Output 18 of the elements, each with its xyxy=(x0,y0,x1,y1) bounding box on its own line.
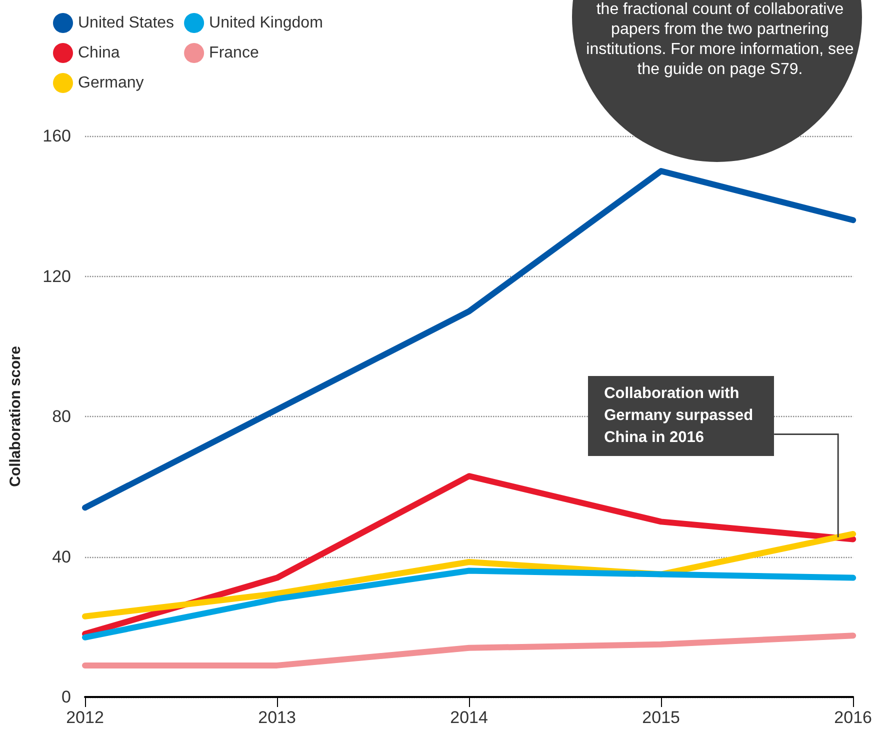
text: the fractional count of collaborative papers from the two partnering institutions. For more information, see the guide on page S79. xyxy=(585,0,855,80)
y-tick-label: 40 xyxy=(52,547,71,566)
y-axis-title: Collaboration score xyxy=(7,346,24,487)
legend-label: France xyxy=(209,44,259,62)
annotation: Collaboration with Germany surpassed China in 2016 xyxy=(588,376,774,456)
y-tick-label: 0 xyxy=(62,688,71,706)
x-tick-label: 2013 xyxy=(258,708,296,727)
x-tick-label: 2016 xyxy=(834,708,872,727)
y-tick-label: 160 xyxy=(42,126,71,146)
legend-label: China xyxy=(78,44,120,62)
x-tick-label: 2015 xyxy=(642,708,680,727)
x-tick-label: 2014 xyxy=(450,708,488,727)
x-tick-label: 2012 xyxy=(66,708,104,727)
legend-label: Germany xyxy=(78,74,144,92)
y-tick-label: 80 xyxy=(52,407,71,426)
y-tick-label: 120 xyxy=(42,266,71,286)
legend-label: United Kingdom xyxy=(209,14,323,32)
legend-label: United States xyxy=(78,14,174,32)
